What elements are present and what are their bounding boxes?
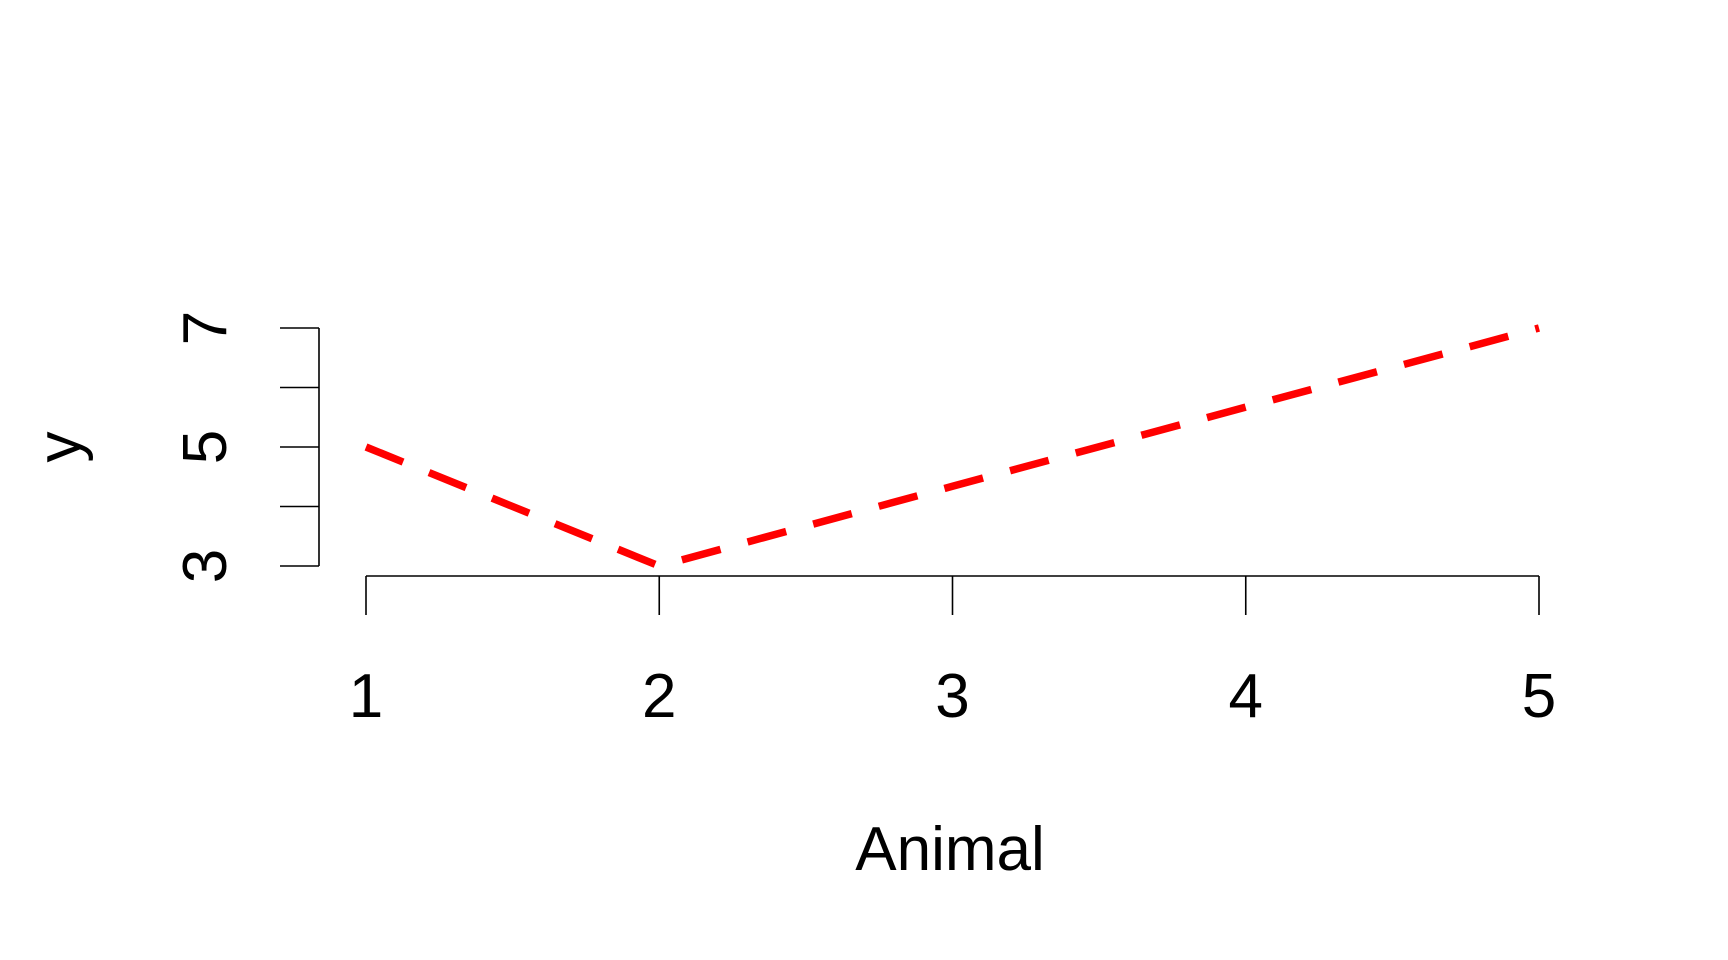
x-tick-label: 3 <box>935 662 969 731</box>
y-axis: 3 5 7 <box>171 311 320 583</box>
y-tick-label: 3 <box>171 549 240 583</box>
y-axis-title: y <box>25 432 94 463</box>
x-tick-label: 2 <box>642 662 676 731</box>
y-tick-label: 5 <box>171 430 240 464</box>
x-tick-label: 5 <box>1522 662 1556 731</box>
x-axis: 1 2 3 4 5 <box>349 575 1556 731</box>
x-axis-title: Animal <box>855 815 1045 884</box>
y-ticks: 3 5 7 <box>171 311 319 583</box>
y-tick-label: 7 <box>171 311 240 345</box>
x-tick-label: 4 <box>1229 662 1263 731</box>
series-line <box>364 324 1540 570</box>
x-tick-label: 1 <box>349 662 383 731</box>
x-ticks: 1 2 3 4 5 <box>349 576 1556 731</box>
series-layer <box>364 324 1540 570</box>
